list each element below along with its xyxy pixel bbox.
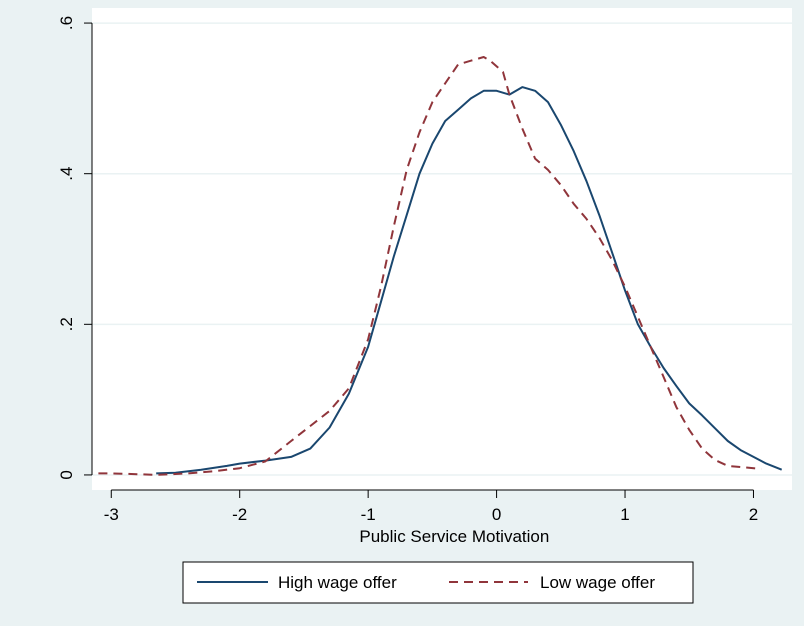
x-tick-label: -1 xyxy=(361,505,376,524)
gridlines xyxy=(92,22,792,476)
legend: High wage offer Low wage offer xyxy=(182,561,694,604)
y-tick-label: .6 xyxy=(57,16,76,30)
x-axis: -3 -2 -1 0 1 2 xyxy=(104,489,758,524)
legend-label-high-wage: High wage offer xyxy=(278,573,397,592)
x-tick-label: -2 xyxy=(232,505,247,524)
x-tick-label: -3 xyxy=(104,505,119,524)
series-lines xyxy=(98,56,783,476)
series-line-low-wage xyxy=(98,56,762,476)
y-tick-label: .2 xyxy=(57,317,76,331)
y-tick-label: .4 xyxy=(57,167,76,181)
plot-area xyxy=(92,8,792,490)
y-tick-label: 0 xyxy=(57,470,76,479)
x-axis-title: Public Service Motivation xyxy=(359,527,549,546)
x-tick-label: 2 xyxy=(749,505,758,524)
legend-label-low-wage: Low wage offer xyxy=(540,573,655,592)
x-tick-label: 1 xyxy=(620,505,629,524)
x-tick-label: 0 xyxy=(492,505,501,524)
y-axis: 0 .2 .4 .6 xyxy=(57,16,93,480)
